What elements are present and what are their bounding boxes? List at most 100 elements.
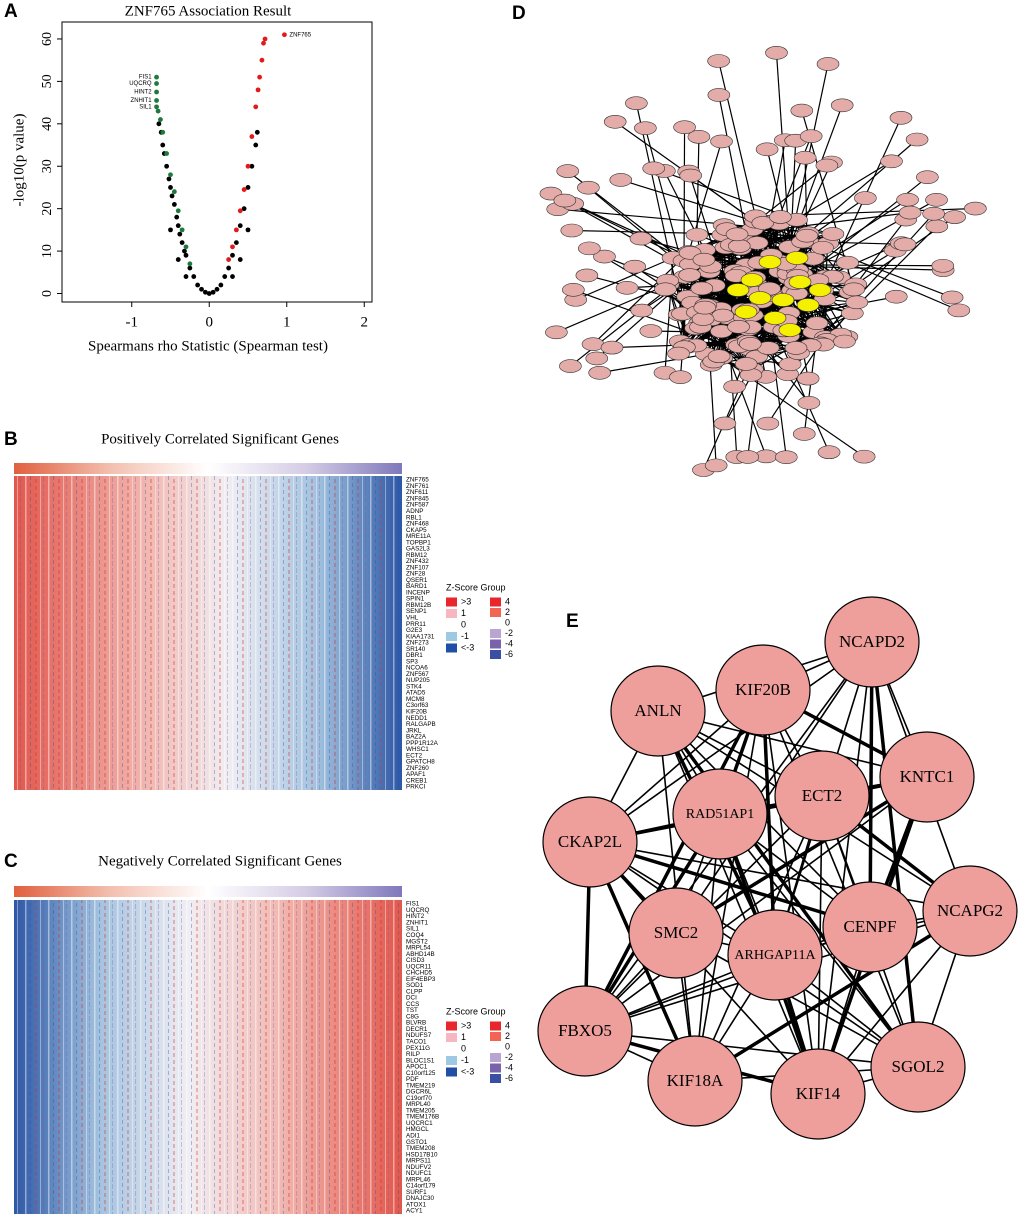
- edge: [665, 275, 798, 290]
- legend-label: -4: [505, 638, 513, 648]
- node: [723, 379, 746, 394]
- legend-label: 4: [505, 596, 510, 606]
- gene-label: CLPP: [406, 988, 422, 995]
- gene-label: CKAP5: [406, 527, 427, 534]
- point-label: HINT2: [134, 90, 152, 96]
- gene-label: C19orf70: [406, 1095, 432, 1102]
- gene-label: NDUFS7: [406, 1032, 432, 1039]
- legend-label: -1: [461, 1055, 469, 1065]
- point: [164, 151, 170, 156]
- node: [647, 1035, 743, 1127]
- node: [711, 308, 735, 323]
- edge: [584, 926, 871, 1032]
- node: [654, 282, 677, 297]
- node: [628, 887, 724, 979]
- node: [727, 909, 823, 1001]
- node: [629, 231, 653, 246]
- point: [179, 227, 185, 233]
- gene-label: PDF: [406, 1076, 419, 1083]
- point: [154, 74, 159, 80]
- hub-node: [796, 298, 820, 312]
- gene-label: ECT2: [406, 752, 423, 759]
- panel-label: B: [4, 429, 18, 450]
- gene-label: BARD1: [406, 583, 427, 590]
- legend-swatch: [490, 1074, 501, 1083]
- node: [593, 249, 616, 264]
- gene-label: UQCRC1: [406, 1120, 433, 1127]
- point: [210, 289, 216, 295]
- point: [226, 257, 232, 262]
- point: [262, 36, 268, 42]
- point: [245, 163, 251, 169]
- hub-node: [763, 311, 787, 325]
- gene-label: QSER1: [406, 577, 428, 584]
- node: [799, 129, 823, 143]
- point: [245, 227, 251, 233]
- node: [815, 158, 839, 173]
- gene-label: INCENP: [406, 589, 430, 596]
- node: [836, 255, 859, 270]
- node: [704, 458, 728, 473]
- node: [623, 259, 647, 274]
- gene-label: ZNF587: [406, 502, 429, 509]
- legend-swatch: [490, 639, 501, 649]
- edge: [696, 136, 700, 235]
- y-tick-label: 60: [40, 32, 55, 46]
- point: [169, 193, 175, 199]
- edge: [694, 909, 971, 1083]
- point: [249, 163, 255, 169]
- hub-node: [740, 273, 764, 287]
- point: [171, 189, 177, 195]
- panel-label: E: [566, 611, 579, 632]
- point: [233, 227, 239, 233]
- legend-title: Z-Score Group: [446, 582, 506, 592]
- point: [175, 223, 181, 229]
- node: [707, 88, 731, 102]
- point: [182, 248, 187, 254]
- node: [691, 312, 715, 326]
- point: [179, 240, 185, 246]
- gene-label: ZNF845: [406, 495, 429, 502]
- gene-label: SP3: [406, 658, 418, 665]
- node-label: RAD51AP1: [686, 807, 754, 822]
- point: [254, 129, 260, 135]
- gene-label: RBM12B: [406, 602, 431, 609]
- plot-frame: [61, 21, 373, 303]
- edge: [589, 641, 873, 843]
- node: [710, 134, 733, 149]
- gene-label: DGCR6L: [406, 1089, 432, 1096]
- point: [253, 142, 259, 148]
- point: [168, 172, 173, 178]
- node: [693, 300, 717, 315]
- node: [667, 346, 690, 361]
- point: [187, 261, 193, 267]
- edge: [583, 689, 765, 1032]
- point-label: SIL1: [139, 104, 152, 110]
- x-tick-label: 1: [283, 314, 291, 330]
- gene-label: EIF4EBP3: [406, 976, 436, 983]
- node: [755, 142, 779, 157]
- legend-swatch: [446, 643, 457, 653]
- hub-node: [726, 283, 750, 297]
- point: [175, 257, 181, 262]
- node: [625, 96, 648, 111]
- gene-label: ADNP: [406, 508, 424, 515]
- gene-label: UQCRQ: [406, 907, 430, 914]
- gene-label: COQ4: [406, 932, 424, 939]
- gene-label: FIS1: [406, 901, 420, 908]
- gene-label: ACY1: [406, 1208, 423, 1215]
- legend-label: 4: [505, 1020, 510, 1030]
- legend-swatch: [490, 1053, 501, 1062]
- point: [249, 134, 255, 139]
- gene-label: TACO1: [406, 1039, 427, 1046]
- point: [183, 244, 189, 250]
- node: [797, 396, 821, 410]
- gene-label: DNAJC30: [406, 1195, 434, 1202]
- node-label: KNTC1: [900, 767, 955, 786]
- node: [685, 227, 709, 242]
- gene-label: NDUFV2: [406, 1164, 432, 1171]
- node-label: ANLN: [634, 701, 681, 720]
- color-bar: [14, 886, 402, 897]
- edge: [584, 776, 928, 1032]
- gene-label: APOC1: [406, 1064, 428, 1071]
